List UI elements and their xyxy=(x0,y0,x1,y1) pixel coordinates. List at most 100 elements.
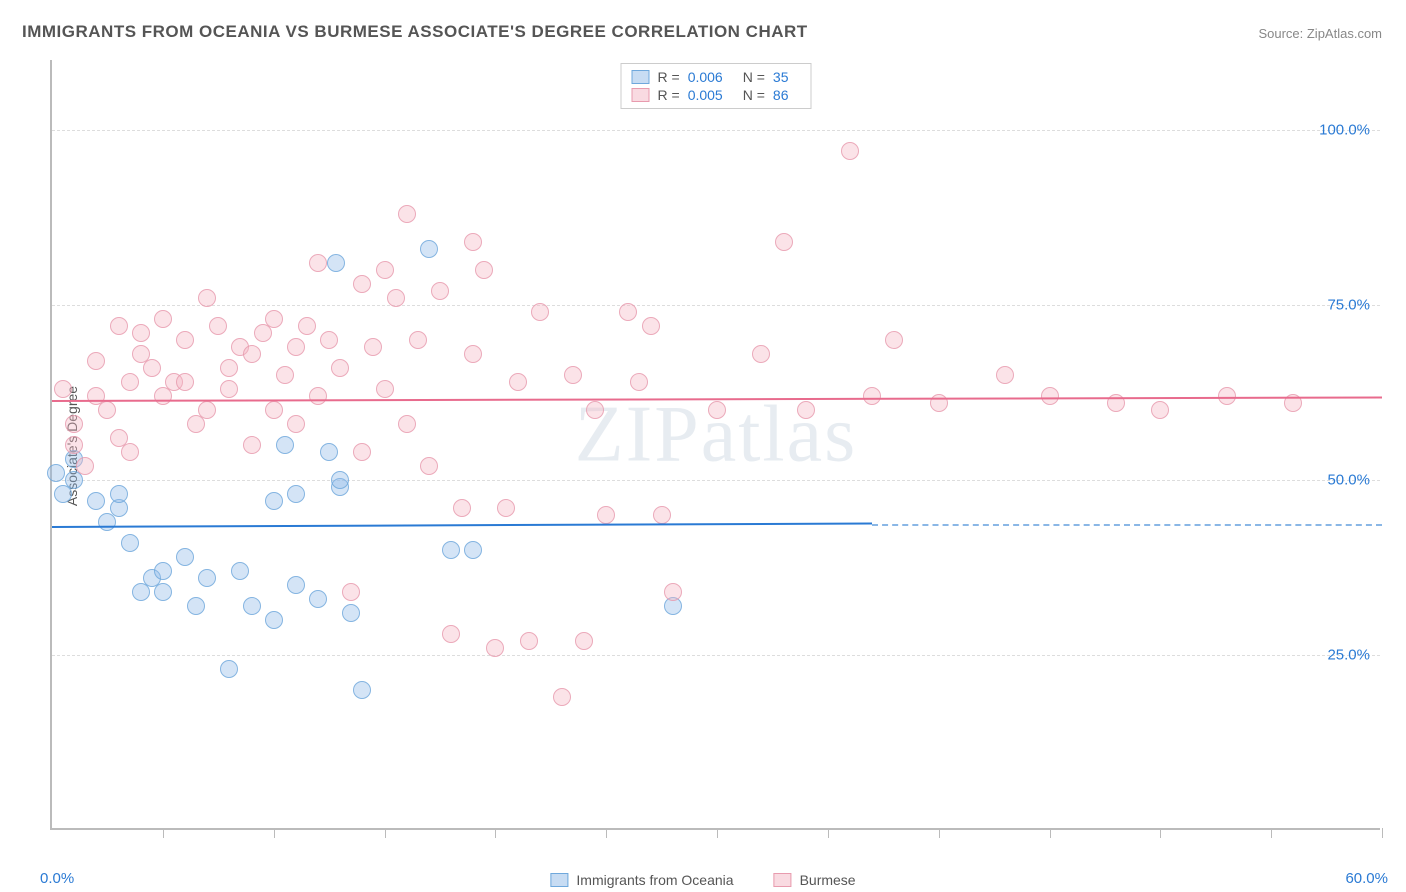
y-tick-label: 50.0% xyxy=(1327,472,1370,489)
scatter-point xyxy=(309,590,327,608)
stat-n-label: N = xyxy=(743,69,765,85)
scatter-point xyxy=(486,639,504,657)
scatter-point xyxy=(110,485,128,503)
scatter-point xyxy=(431,282,449,300)
x-tick xyxy=(1382,828,1383,838)
scatter-point xyxy=(353,443,371,461)
trendline-extrapolated xyxy=(872,524,1382,526)
x-tick xyxy=(1160,828,1161,838)
scatter-point xyxy=(121,443,139,461)
scatter-point xyxy=(996,366,1014,384)
scatter-point xyxy=(364,338,382,356)
scatter-point xyxy=(287,576,305,594)
scatter-point xyxy=(420,457,438,475)
scatter-point xyxy=(265,492,283,510)
scatter-point xyxy=(309,387,327,405)
legend-label: Immigrants from Oceania xyxy=(576,872,733,888)
scatter-point xyxy=(287,415,305,433)
scatter-point xyxy=(187,597,205,615)
swatch-icon xyxy=(632,70,650,84)
x-tick xyxy=(495,828,496,838)
scatter-point xyxy=(708,401,726,419)
scatter-point xyxy=(597,506,615,524)
scatter-point xyxy=(409,331,427,349)
legend-item-burmese: Burmese xyxy=(774,872,856,888)
scatter-point xyxy=(65,436,83,454)
scatter-point xyxy=(775,233,793,251)
scatter-point xyxy=(121,534,139,552)
scatter-point xyxy=(475,261,493,279)
correlation-legend: R = 0.006 N = 35 R = 0.005 N = 86 xyxy=(621,63,812,109)
scatter-point xyxy=(387,289,405,307)
scatter-point xyxy=(309,254,327,272)
gridline-horizontal xyxy=(52,655,1380,656)
scatter-point xyxy=(110,317,128,335)
y-tick-label: 75.0% xyxy=(1327,297,1370,314)
scatter-point xyxy=(176,331,194,349)
x-tick xyxy=(606,828,607,838)
scatter-point xyxy=(342,583,360,601)
scatter-point xyxy=(442,541,460,559)
scatter-point xyxy=(243,597,261,615)
scatter-point xyxy=(220,660,238,678)
scatter-point xyxy=(885,331,903,349)
legend-label: Burmese xyxy=(800,872,856,888)
x-tick xyxy=(717,828,718,838)
scatter-point xyxy=(54,380,72,398)
scatter-point xyxy=(243,345,261,363)
source-attribution: Source: ZipAtlas.com xyxy=(1258,26,1382,41)
scatter-point xyxy=(198,401,216,419)
scatter-point xyxy=(464,233,482,251)
scatter-point xyxy=(642,317,660,335)
x-tick xyxy=(939,828,940,838)
scatter-point xyxy=(464,541,482,559)
scatter-point xyxy=(231,562,249,580)
scatter-point xyxy=(353,681,371,699)
scatter-point xyxy=(553,688,571,706)
swatch-icon xyxy=(774,873,792,887)
gridline-horizontal xyxy=(52,480,1380,481)
legend-row-burmese: R = 0.005 N = 86 xyxy=(632,86,801,104)
gridline-horizontal xyxy=(52,305,1380,306)
scatter-point xyxy=(47,464,65,482)
scatter-point xyxy=(176,373,194,391)
scatter-point xyxy=(320,331,338,349)
stat-r-value: 0.006 xyxy=(688,69,723,85)
scatter-point xyxy=(520,632,538,650)
legend-item-oceania: Immigrants from Oceania xyxy=(550,872,733,888)
scatter-point xyxy=(276,366,294,384)
scatter-point xyxy=(121,373,139,391)
x-tick xyxy=(828,828,829,838)
scatter-point xyxy=(243,436,261,454)
stat-r-value: 0.005 xyxy=(688,87,723,103)
scatter-point xyxy=(65,415,83,433)
scatter-point xyxy=(87,352,105,370)
trendline xyxy=(52,522,872,528)
legend-row-oceania: R = 0.006 N = 35 xyxy=(632,68,801,86)
scatter-point xyxy=(464,345,482,363)
y-tick-label: 100.0% xyxy=(1319,122,1370,139)
stat-n-value: 86 xyxy=(773,87,789,103)
scatter-point xyxy=(1151,401,1169,419)
scatter-point xyxy=(497,499,515,517)
scatter-point xyxy=(453,499,471,517)
swatch-icon xyxy=(550,873,568,887)
scatter-point xyxy=(752,345,770,363)
x-tick xyxy=(1050,828,1051,838)
scatter-point xyxy=(265,611,283,629)
gridline-horizontal xyxy=(52,130,1380,131)
scatter-point xyxy=(198,569,216,587)
scatter-point xyxy=(863,387,881,405)
scatter-point xyxy=(276,436,294,454)
scatter-point xyxy=(653,506,671,524)
scatter-point xyxy=(287,485,305,503)
scatter-point xyxy=(198,289,216,307)
scatter-point xyxy=(76,457,94,475)
x-tick xyxy=(1271,828,1272,838)
scatter-point xyxy=(265,310,283,328)
scatter-point xyxy=(209,317,227,335)
scatter-point xyxy=(509,373,527,391)
scatter-point xyxy=(331,471,349,489)
chart-title: IMMIGRANTS FROM OCEANIA VS BURMESE ASSOC… xyxy=(22,22,808,42)
scatter-point xyxy=(353,275,371,293)
